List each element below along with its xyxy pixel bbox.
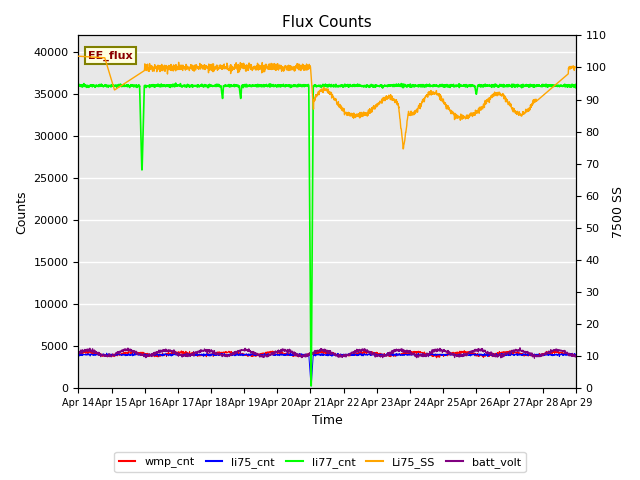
Text: EE_flux: EE_flux (88, 50, 133, 60)
X-axis label: Time: Time (312, 414, 342, 427)
Title: Flux Counts: Flux Counts (282, 15, 372, 30)
Y-axis label: 7500 SS: 7500 SS (612, 186, 625, 238)
Y-axis label: Counts: Counts (15, 190, 28, 234)
Legend: wmp_cnt, li75_cnt, li77_cnt, Li75_SS, batt_volt: wmp_cnt, li75_cnt, li77_cnt, Li75_SS, ba… (115, 452, 525, 472)
